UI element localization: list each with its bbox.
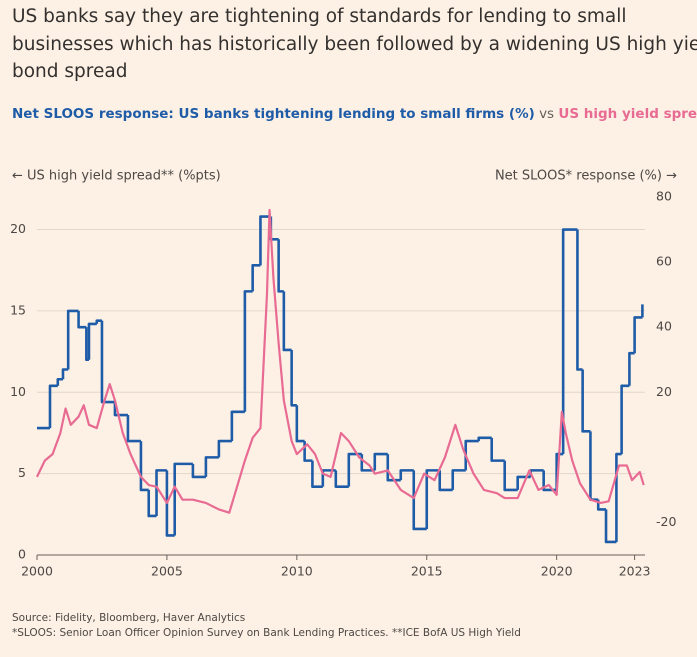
step-segment — [386, 454, 401, 482]
step-segment — [451, 469, 466, 490]
step-segment — [155, 469, 167, 516]
x-tick-label: 2015 — [411, 564, 443, 579]
step-segment — [311, 460, 323, 488]
y-tick-label: 0 — [18, 547, 26, 562]
step-segment — [464, 439, 479, 471]
step-segment — [126, 415, 141, 443]
step-segment — [139, 441, 149, 492]
step-segment — [204, 456, 219, 477]
step-segment — [334, 470, 349, 488]
step-segment — [490, 437, 505, 462]
step-segment — [191, 463, 206, 479]
step-segment — [87, 322, 97, 360]
step-segment — [576, 229, 583, 371]
x-tick-label: 2000 — [21, 564, 53, 579]
step-segment — [95, 319, 102, 324]
y2-tick-label: 20 — [656, 384, 672, 399]
chart-title: US banks say they are tightening of stan… — [12, 6, 627, 27]
step-segment — [259, 215, 271, 266]
step-segment — [113, 402, 128, 417]
subtitle: Net SLOOS response: US banks tightening … — [12, 106, 697, 122]
step-segment — [173, 462, 193, 536]
step-segment — [477, 436, 492, 442]
legend-entry: Net SLOOS response: US banks tightening … — [12, 106, 535, 122]
y-tick-label: 5 — [18, 465, 26, 480]
step-segment — [282, 291, 292, 352]
y-tick-label: 10 — [10, 384, 26, 399]
step-segment — [615, 452, 622, 542]
step-segment — [620, 384, 630, 455]
step-segment — [217, 439, 232, 458]
x-tick-label: 2005 — [151, 564, 183, 579]
step-segment — [251, 264, 261, 292]
step-segment — [628, 351, 635, 386]
step-segment — [604, 509, 617, 544]
x-tick-label: 2020 — [541, 564, 573, 579]
step-segment — [48, 384, 58, 429]
step-segment — [373, 452, 388, 471]
step-segment — [425, 469, 440, 529]
step-segment — [412, 470, 427, 531]
step-segment — [277, 239, 284, 293]
source: *SLOOS: Senior Loan Officer Opinion Surv… — [12, 627, 521, 639]
chart-title: bond spread — [12, 61, 127, 82]
y2-tick-label: 80 — [656, 189, 672, 204]
y-tick-label: 20 — [10, 221, 26, 236]
legend-entry: US high yield spread (%pts) — [558, 106, 697, 122]
step-segment — [581, 369, 591, 433]
y2-tick-label: -20 — [656, 514, 676, 529]
subtitle-joiner: vs — [539, 106, 554, 122]
x-tick-label: 2023 — [619, 564, 651, 579]
step-segment — [561, 228, 578, 455]
step-segment — [230, 410, 245, 442]
series-line — [36, 208, 645, 514]
step-segment — [61, 368, 69, 380]
y-tick-label: 15 — [10, 302, 26, 317]
step-segment — [399, 469, 414, 481]
step-segment — [66, 309, 79, 370]
y2-axis-label: Net SLOOS* response (%) → — [495, 169, 677, 184]
step-segment — [633, 316, 643, 354]
y-axis-label: ← US high yield spread** (%pts) — [12, 169, 221, 184]
x-tick-label: 2010 — [281, 564, 313, 579]
y2-tick-label: 40 — [656, 319, 672, 334]
step-segment — [438, 470, 453, 492]
source: Source: Fidelity, Bloomberg, Haver Analy… — [12, 612, 245, 624]
step-segment — [295, 405, 305, 443]
step-segment — [243, 290, 253, 412]
step-segment — [147, 489, 157, 518]
chart-title: businesses which has historically been f… — [12, 34, 697, 55]
step-segment — [290, 349, 297, 407]
step-segment — [77, 310, 87, 329]
step-segment — [100, 320, 115, 404]
step-segment — [165, 470, 175, 537]
step-segment — [56, 377, 63, 386]
step-segment — [503, 460, 518, 492]
y2-tick-label: 60 — [656, 254, 672, 269]
